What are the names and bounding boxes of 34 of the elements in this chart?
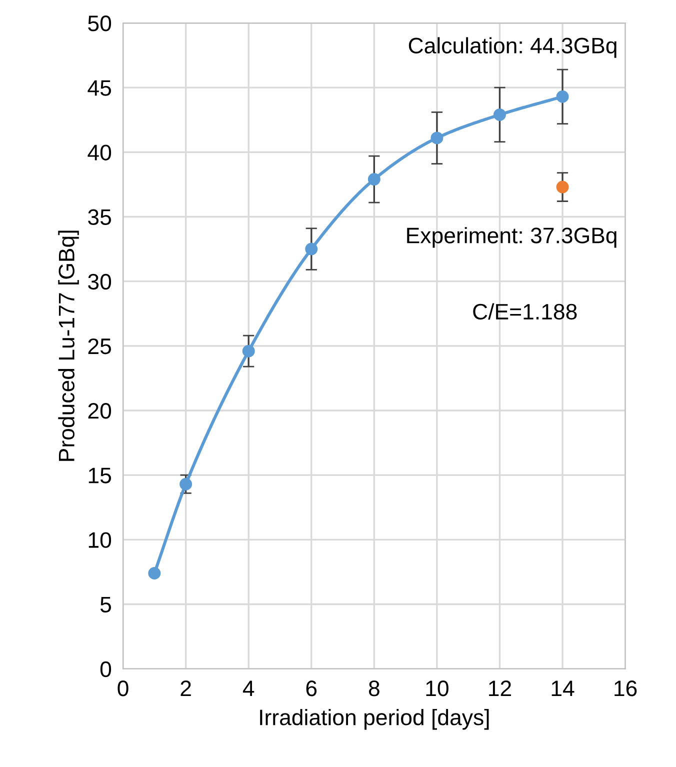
- y-tick-label: 15: [88, 468, 111, 484]
- point: [242, 344, 255, 358]
- y-tick-label: 40: [88, 144, 112, 160]
- x-tick-label: 2: [180, 680, 191, 696]
- x-tick-label: 8: [368, 680, 380, 696]
- x-tick-label: 0: [118, 680, 128, 696]
- point: [556, 90, 569, 103]
- y-axis-title: Produced Lu-177 [GBq]: [58, 230, 79, 461]
- point: [368, 173, 380, 186]
- y-tick-label: 25: [88, 338, 111, 354]
- y-tick-label: 35: [88, 209, 111, 226]
- x-tick-label: 4: [242, 680, 254, 696]
- annotation: Calculation: 44.3GBq: [408, 37, 616, 58]
- annotation: Experiment: 37.3GBq: [407, 227, 616, 248]
- point: [430, 132, 444, 144]
- y-tick-label: 0: [100, 661, 112, 678]
- y-tick-label: 50: [88, 16, 112, 32]
- point: [148, 566, 161, 580]
- point: [493, 108, 506, 121]
- x-tick-label: 10: [426, 680, 448, 696]
- annotation: C/E=1.188: [473, 303, 577, 320]
- y-tick-label: 5: [100, 597, 111, 613]
- x-tick-label: 16: [614, 680, 637, 696]
- x-tick-label: 12: [489, 680, 511, 696]
- x-tick-label: 14: [552, 680, 574, 696]
- x-tick-label: 6: [306, 680, 317, 696]
- point: [556, 180, 569, 194]
- point: [305, 242, 318, 256]
- x-axis-title: Irradiation period [days]: [260, 708, 489, 730]
- y-tick-label: 10: [88, 532, 112, 548]
- y-tick-label: 20: [88, 403, 112, 419]
- y-tick-label: 45: [88, 80, 111, 96]
- point: [180, 478, 192, 490]
- y-tick-label: 30: [88, 274, 112, 290]
